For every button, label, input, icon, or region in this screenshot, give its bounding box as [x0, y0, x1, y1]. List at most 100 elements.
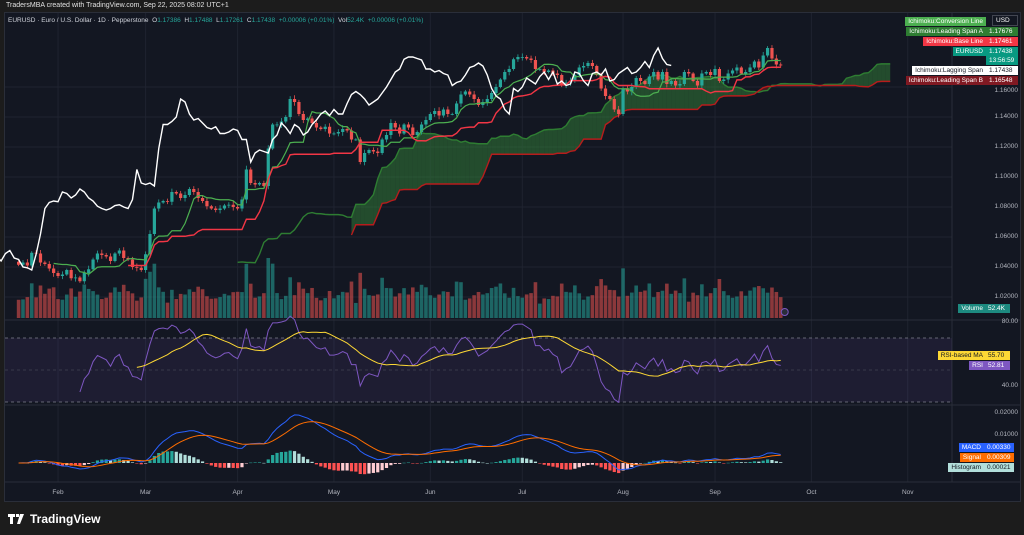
macd-histogram-bar — [660, 460, 665, 463]
macd-histogram-bar — [511, 458, 516, 463]
macd-histogram-bar — [95, 460, 100, 463]
ichimoku-cloud-segment — [636, 84, 641, 110]
macd-histogram-bar — [47, 463, 51, 464]
volume-bar — [726, 295, 730, 318]
volume-bar — [332, 298, 336, 318]
ichimoku-cloud-segment — [859, 73, 864, 87]
volume-bar — [196, 286, 200, 318]
symbol-title[interactable]: EURUSD · Euro / U.S. Dollar · 1D · Peppe… — [8, 17, 149, 24]
candle — [95, 253, 100, 260]
macd-histogram-bar — [503, 459, 507, 463]
macd-histogram-bar — [722, 463, 726, 464]
volume-bar — [47, 288, 52, 318]
macd-histogram-bar — [262, 462, 266, 464]
macd-histogram-bar — [358, 463, 362, 475]
candle — [170, 192, 174, 202]
candle — [332, 133, 336, 135]
macd-histogram-bar — [428, 461, 432, 463]
volume-bar — [227, 295, 231, 318]
candle — [608, 96, 612, 99]
candle — [717, 69, 721, 81]
macd-histogram-bar — [595, 463, 599, 466]
candle — [161, 201, 165, 203]
candle — [687, 72, 691, 74]
ichimoku-cloud-segment — [412, 138, 418, 190]
candle — [525, 57, 529, 59]
candle — [748, 67, 752, 72]
ichimoku-cloud-segment — [863, 72, 869, 87]
candle — [744, 72, 748, 74]
volume-bar — [555, 296, 560, 318]
macd-value: 0.00330 — [984, 443, 1014, 452]
volume-bar — [651, 297, 656, 318]
candle — [297, 102, 301, 114]
volume-bar — [51, 287, 56, 318]
volume-bar — [323, 298, 327, 318]
macd-histogram-bar — [209, 463, 213, 466]
macd-histogram-bar — [406, 462, 411, 464]
macd-histogram-bar — [507, 459, 511, 463]
ichimoku-cloud-segment — [469, 143, 475, 185]
macd-histogram-bar — [323, 463, 327, 468]
ichimoku-cloud-segment — [456, 139, 461, 185]
candle — [730, 70, 735, 74]
macd-histogram-bar — [411, 463, 415, 464]
candle — [218, 208, 222, 210]
candle — [476, 99, 481, 105]
macd-histogram-bar — [183, 454, 187, 463]
candle — [652, 72, 656, 77]
volume-bar — [375, 294, 380, 318]
ichimoku-cloud-segment — [443, 135, 448, 185]
macd-histogram-bar — [463, 459, 467, 463]
volume-bar — [139, 297, 144, 318]
span-a-label: Ichimoku:Leading Span A — [906, 27, 986, 36]
candle — [546, 70, 551, 72]
macd-histogram-bar — [200, 461, 205, 463]
candle — [765, 48, 770, 56]
macd-histogram-bar — [78, 463, 82, 467]
volume-bar — [489, 288, 494, 318]
volume-bar — [695, 295, 700, 318]
volume-bar — [529, 293, 533, 318]
volume-bar — [29, 283, 34, 318]
volume-bar — [765, 292, 770, 318]
volume-bar — [454, 281, 459, 318]
volume-bar — [95, 294, 100, 318]
macd-histogram-bar — [717, 462, 721, 463]
macd-axis-label: 0.02000 — [994, 409, 1019, 416]
macd-histogram-bar — [564, 463, 568, 470]
volume-bar — [634, 285, 638, 318]
macd-histogram-bar — [393, 463, 397, 464]
ichimoku-cloud-segment — [561, 125, 567, 154]
ichimoku-cloud-segment — [517, 135, 523, 155]
volume-bar — [612, 290, 617, 318]
volume-bar — [743, 295, 748, 318]
macd-histogram-bar — [424, 462, 428, 463]
candle — [349, 130, 354, 140]
candle — [187, 189, 192, 195]
candle — [603, 88, 608, 96]
volume-bar — [345, 292, 349, 318]
volume-bar — [222, 293, 227, 318]
candle — [336, 132, 340, 134]
currency-button[interactable]: USD — [992, 15, 1018, 26]
macd-histogram-bar — [402, 462, 406, 464]
volume-bar — [660, 290, 665, 318]
vol-label: Vol — [338, 17, 348, 24]
volume-bar — [621, 268, 625, 318]
lagging-span-value: 1.17438 — [986, 66, 1018, 75]
candle — [91, 259, 95, 270]
candle — [205, 201, 209, 207]
ichimoku-cloud-segment — [885, 63, 891, 82]
volume-bar — [235, 291, 240, 318]
candle — [722, 79, 726, 81]
ichimoku-cloud-segment — [877, 63, 882, 82]
macd-histogram-bar — [638, 463, 643, 464]
candle — [100, 253, 104, 255]
candle — [117, 250, 121, 254]
macd-histogram-bar — [490, 462, 494, 464]
last-price-value: 1.17438 — [986, 47, 1018, 56]
volume-bar — [314, 297, 319, 318]
candle — [236, 207, 240, 209]
